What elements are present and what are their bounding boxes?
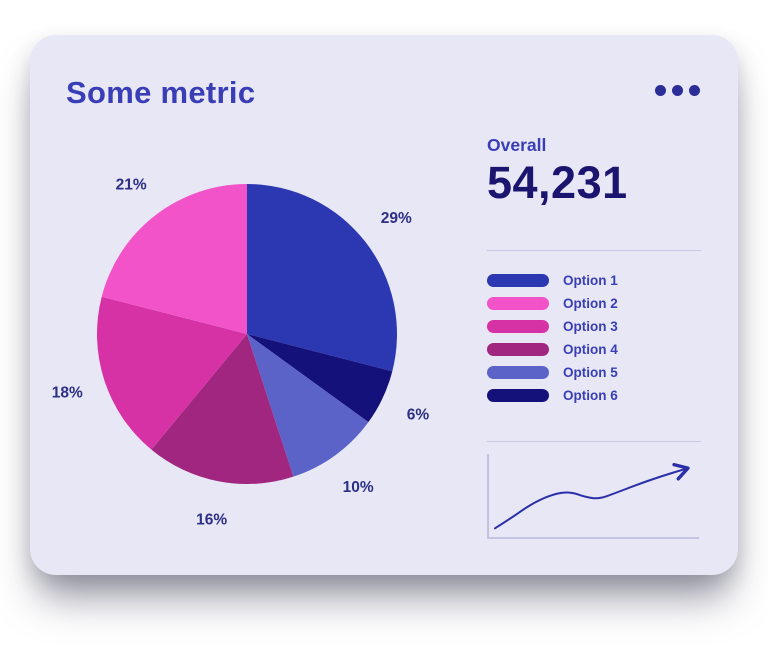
pie-slice-percent-label: 21% [116, 177, 147, 194]
metric-card: Some metric 29% 6% 10% 16% 18% 21% Overall 54… [30, 35, 738, 575]
legend-item[interactable]: Option 5 [487, 365, 701, 380]
pie-slice-percent-label: 18% [52, 384, 83, 401]
overall-value: 54,231 [487, 157, 628, 208]
legend-item[interactable]: Option 4 [487, 342, 701, 357]
legend-label: Option 3 [563, 319, 618, 335]
legend-item[interactable]: Option 3 [487, 319, 701, 334]
legend-label: Option 2 [563, 296, 618, 312]
pie-slice-option-1[interactable] [247, 184, 398, 372]
legend-label: Option 4 [563, 342, 618, 358]
menu-dot [672, 85, 683, 96]
pie-slice-option-3[interactable] [96, 296, 247, 450]
pie-chart: 29% 6% 10% 16% 18% 21% [52, 177, 430, 529]
pie-slice-option-5[interactable] [247, 334, 369, 477]
legend-label: Option 1 [563, 273, 618, 289]
legend-swatch [487, 320, 549, 334]
legend-label: Option 5 [563, 365, 618, 381]
menu-dot [689, 85, 700, 96]
pie-slice-percent-label: 6% [407, 407, 430, 424]
pie-slice-option-2[interactable] [101, 184, 248, 334]
legend-item[interactable]: Option 2 [487, 296, 701, 311]
pie-slice-percent-label: 10% [343, 479, 374, 496]
legend-swatch [487, 366, 549, 380]
legend-swatch [487, 274, 549, 288]
legend-swatch [487, 297, 549, 311]
pie-slice-percent-label: 16% [196, 512, 227, 529]
legend-item[interactable]: Option 6 [487, 388, 701, 403]
pie-slice-option-4[interactable] [151, 334, 294, 485]
legend: Option 1 Option 2 Option 3 Option 4 Option 5… [487, 273, 701, 403]
pie-slice-percent-label: 29% [381, 210, 412, 227]
divider [487, 250, 701, 252]
sparkline-chart [487, 454, 699, 540]
sparkline-line [494, 469, 687, 530]
legend-item[interactable]: Option 1 [487, 273, 701, 288]
legend-label: Option 6 [563, 388, 618, 404]
pie-slice-option-6[interactable] [247, 334, 393, 423]
legend-swatch [487, 343, 549, 357]
overall-label: Overall [487, 135, 547, 155]
card-title: Some metric [66, 75, 256, 110]
ellipsis-menu-icon[interactable] [649, 79, 706, 102]
trend-sparkline [487, 454, 701, 540]
legend-swatch [487, 389, 549, 403]
divider [487, 441, 701, 443]
sparkline-axes [487, 454, 699, 540]
menu-dot [655, 85, 666, 96]
